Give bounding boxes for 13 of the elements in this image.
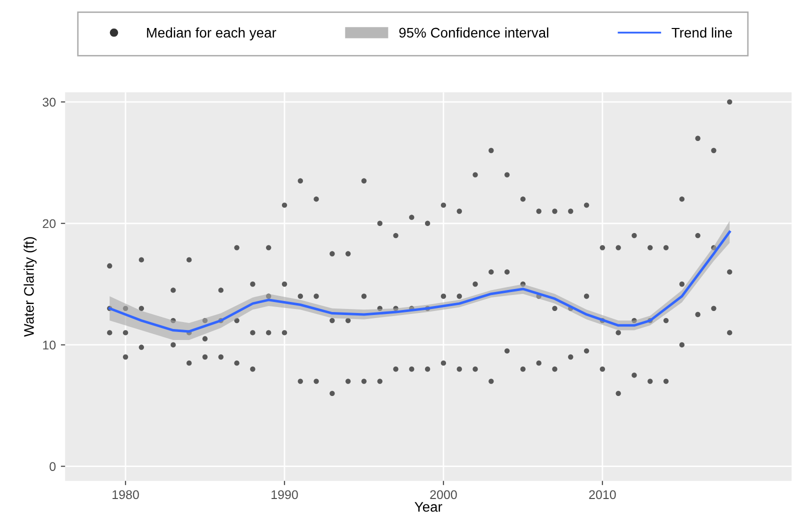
y-tick-label: 10 <box>43 340 56 350</box>
y-tick-label: 30 <box>42 98 56 107</box>
x-tick-label: 1980 <box>112 490 139 500</box>
legend-label: Trend line <box>672 27 732 38</box>
x-tick-label: 2010 <box>589 490 616 500</box>
y-tick-label: 20 <box>42 219 56 228</box>
text: 95% Confidence interval <box>399 27 548 38</box>
legend-label: Median for each year <box>147 27 276 40</box>
x-tick-label: 1990 <box>272 490 298 500</box>
x-axis-title: Year <box>414 502 442 512</box>
y-tick-label: 0 <box>50 462 56 471</box>
x-tick-label: 2000 <box>430 490 457 500</box>
y-axis-title: Water Clarity (ft) <box>24 237 37 337</box>
